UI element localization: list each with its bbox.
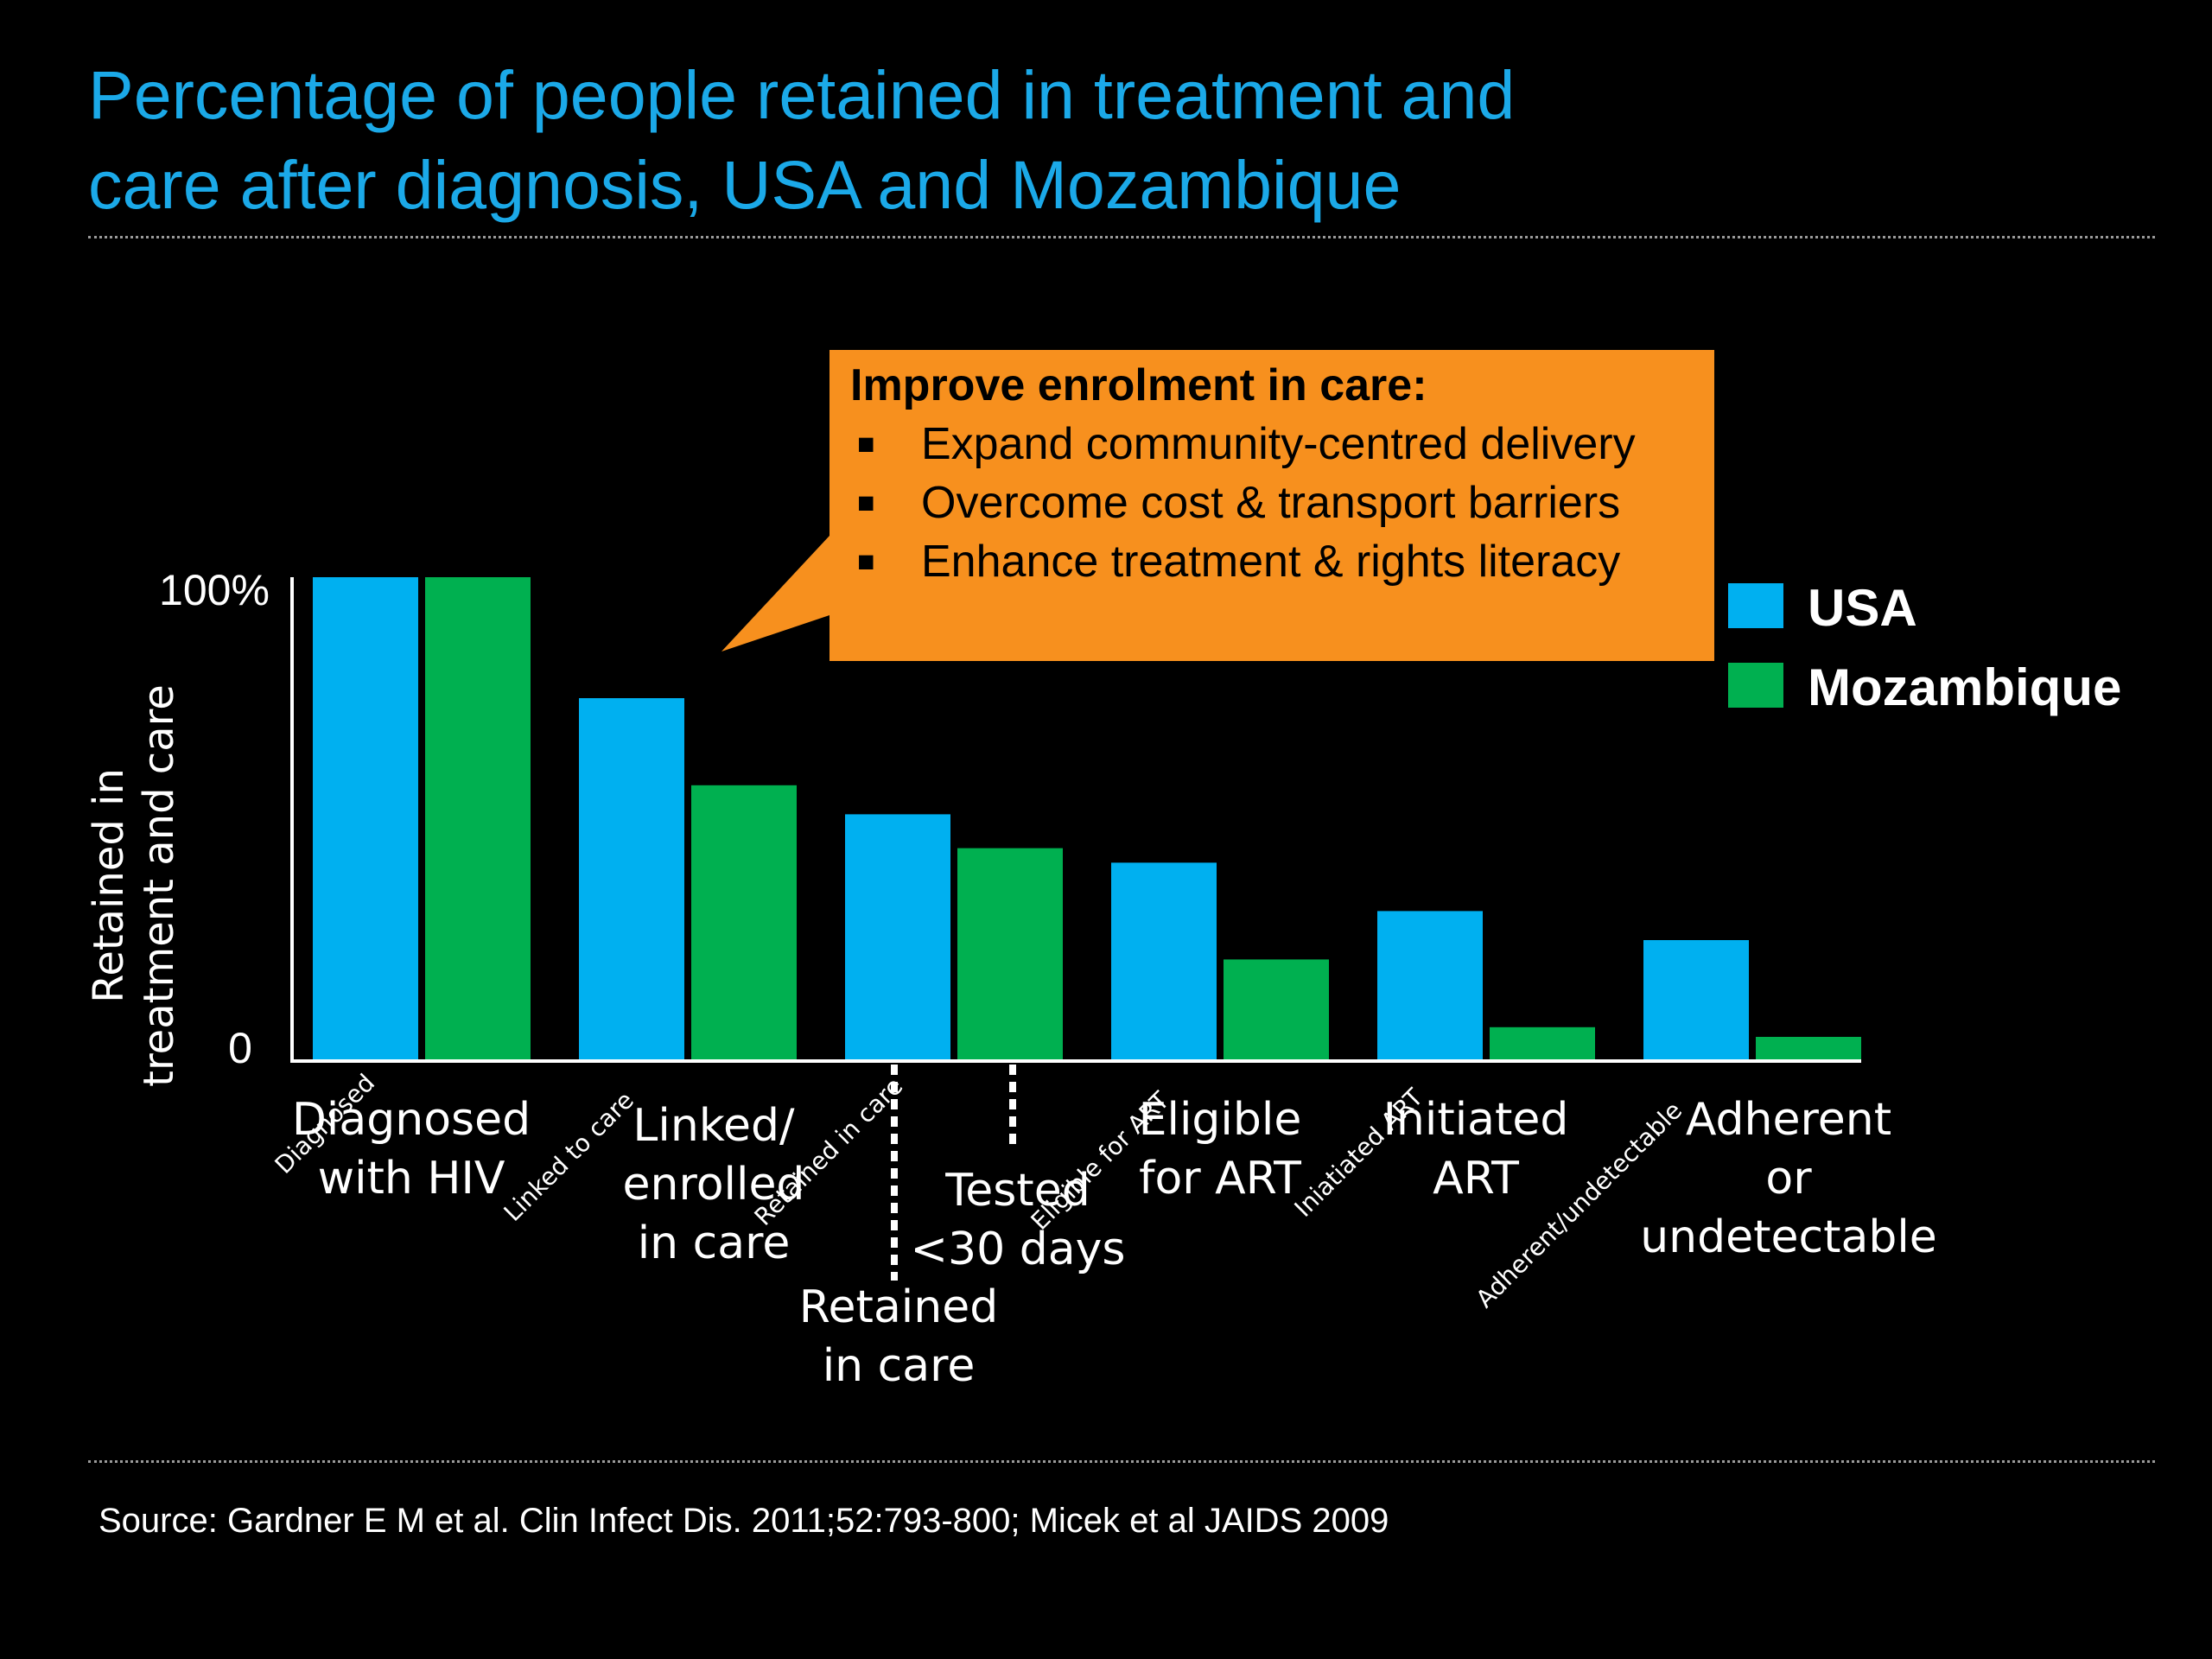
bullet-icon: ■ bbox=[857, 486, 875, 519]
bar-usa bbox=[845, 814, 950, 1061]
category-label: Linked/ bbox=[632, 1100, 795, 1152]
title-line-1: Percentage of people retained in treatme… bbox=[88, 56, 1516, 133]
legend-swatch bbox=[1728, 583, 1783, 628]
category-label: with HIV bbox=[318, 1153, 505, 1205]
callout-shape bbox=[721, 350, 1714, 661]
bullet-icon: ■ bbox=[857, 545, 875, 578]
legend-label: Mozambique bbox=[1808, 658, 2122, 716]
title-divider bbox=[88, 236, 2155, 238]
callout-bullet-list: ■ Expand community-centred delivery ■ Over… bbox=[850, 415, 1697, 591]
bar-usa bbox=[1643, 940, 1749, 1061]
category-label: in care bbox=[823, 1340, 976, 1392]
bar-usa bbox=[1111, 862, 1217, 1061]
category-label: enrolled bbox=[623, 1159, 805, 1211]
bar-mozambique bbox=[1756, 1037, 1861, 1061]
category-label: Diagnosed bbox=[292, 1094, 531, 1146]
y-axis-label-line: Retained in bbox=[85, 768, 133, 1003]
marker-label: <30 days bbox=[910, 1224, 1125, 1275]
legend-swatch bbox=[1728, 663, 1783, 708]
callout-bullet-text: Expand community-centred delivery bbox=[921, 419, 1636, 469]
marker-label: Tested bbox=[944, 1165, 1090, 1217]
category-label: undetectable bbox=[1640, 1211, 1937, 1263]
title-line-2: care after diagnosis, USA and Mozambique bbox=[88, 146, 1402, 223]
bar-usa bbox=[579, 698, 684, 1061]
category-label: Initiated bbox=[1383, 1094, 1569, 1146]
callout-bullet: ■ Overcome cost & transport barriers bbox=[850, 474, 1697, 532]
callout-bullet-text: Enhance treatment & rights literacy bbox=[921, 537, 1621, 587]
bar-usa bbox=[313, 577, 418, 1061]
callout-bullet-text: Overcome cost & transport barriers bbox=[921, 478, 1621, 528]
bar-mozambique bbox=[1490, 1027, 1595, 1061]
legend-label: USA bbox=[1808, 579, 1917, 637]
bars-group bbox=[313, 577, 1861, 1061]
rotated-category-label: Iniatiated ART bbox=[1289, 1083, 1429, 1223]
axes-group: 100% 0 Retained intreatment and care bbox=[85, 566, 1861, 1087]
category-label: in care bbox=[638, 1217, 791, 1269]
callout-bullet: ■ Expand community-centred delivery bbox=[850, 415, 1697, 474]
category-label: or bbox=[1765, 1153, 1812, 1205]
page-title: Percentage of people retained in treatme… bbox=[88, 50, 1816, 230]
y-axis-label-line: treatment and care bbox=[135, 684, 183, 1087]
y-axis-label: Retained intreatment and care bbox=[85, 684, 183, 1087]
callout-bullet: ■ Enhance treatment & rights literacy bbox=[850, 532, 1697, 591]
footer-divider bbox=[88, 1460, 2155, 1463]
bar-mozambique bbox=[691, 785, 797, 1061]
bullet-icon: ■ bbox=[857, 428, 875, 461]
bar-mozambique bbox=[1224, 959, 1329, 1061]
y-tick-label: 100% bbox=[159, 566, 270, 614]
bar-mozambique bbox=[425, 577, 531, 1061]
category-label: Eligible bbox=[1139, 1094, 1302, 1146]
category-label: Adherent bbox=[1686, 1094, 1891, 1146]
bar-mozambique bbox=[957, 848, 1063, 1061]
bar-usa bbox=[1377, 911, 1483, 1061]
source-citation: Source: Gardner E M et al. Clin Infect D… bbox=[99, 1502, 1389, 1540]
callout-text: Improve enrolment in care: ■ Expand commu… bbox=[850, 356, 1697, 591]
callout-heading: Improve enrolment in care: bbox=[850, 360, 1427, 410]
category-label: ART bbox=[1433, 1153, 1519, 1205]
y-tick-label: 0 bbox=[228, 1024, 252, 1072]
category-label: Retained bbox=[799, 1281, 998, 1333]
category-label: for ART bbox=[1139, 1153, 1301, 1205]
callout-box bbox=[721, 350, 1714, 661]
